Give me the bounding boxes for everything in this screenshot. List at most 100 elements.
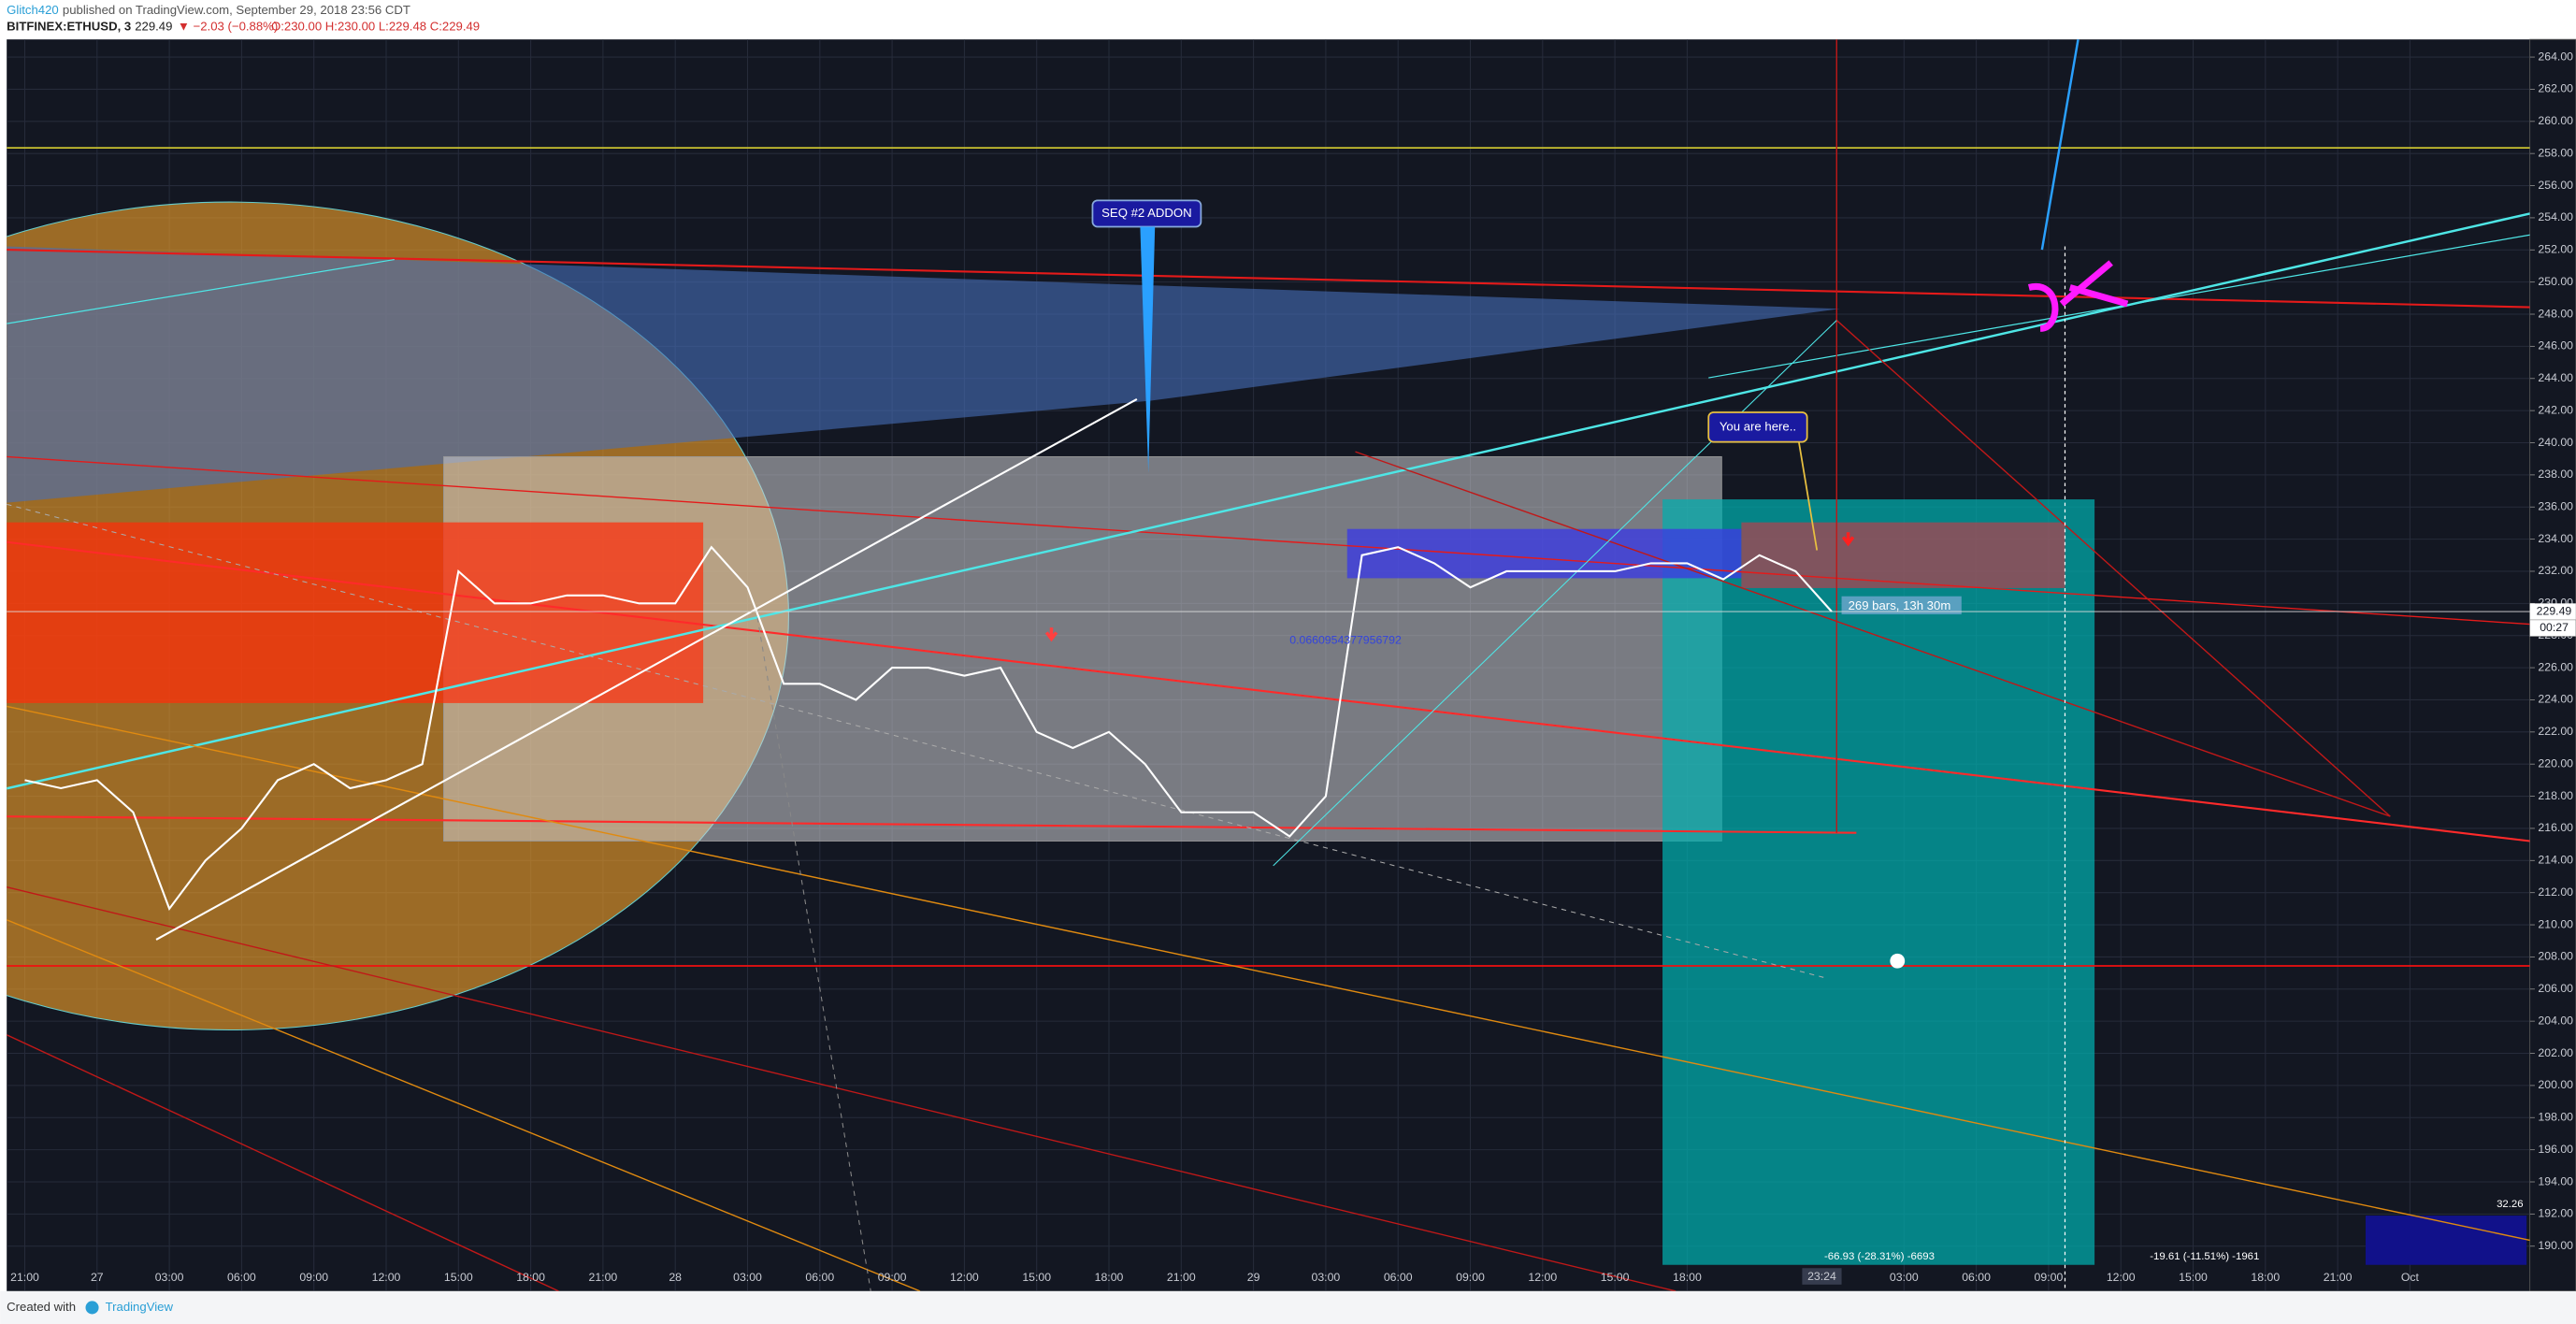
x-tick-label: 28 bbox=[669, 1271, 682, 1284]
price-line bbox=[24, 545, 1833, 912]
footer bbox=[0, 1290, 2576, 1324]
x-tick-label: 18:00 bbox=[1673, 1271, 1702, 1284]
y-tick-label: 216.00 bbox=[2538, 821, 2573, 834]
logo bbox=[85, 1301, 99, 1315]
x-tick-label: 12:00 bbox=[2107, 1271, 2136, 1284]
cyan-line bbox=[1708, 234, 2530, 379]
x-tick-label: 06:00 bbox=[1384, 1271, 1413, 1284]
author[interactable]: Glitch420 bbox=[7, 3, 59, 17]
x-tick-label: 21:00 bbox=[2324, 1271, 2353, 1284]
y-tick-label: 254.00 bbox=[2538, 210, 2573, 223]
orange-line bbox=[7, 705, 2530, 1242]
x-tick-label: 12:00 bbox=[1528, 1271, 1557, 1284]
crosshair-time-box bbox=[1802, 1268, 1842, 1285]
bars-label: 269 bars, 13h 30m bbox=[1849, 598, 1951, 612]
red-line bbox=[7, 886, 1677, 1291]
x-tick-label: 21:00 bbox=[589, 1271, 618, 1284]
callout-text: SEQ #2 ADDON bbox=[1101, 206, 1192, 220]
axes: 190.00 192.00 194.00 196.00 198.00 200.00 202.… bbox=[7, 50, 2576, 1284]
y-tick-label: 238.00 bbox=[2538, 468, 2573, 481]
callout-pointer bbox=[1140, 226, 1156, 473]
blue-ray bbox=[2040, 39, 2080, 251]
y-tick-label: 262.00 bbox=[2538, 82, 2573, 95]
y-tick-label: 192.00 bbox=[2538, 1207, 2573, 1220]
red-zone bbox=[7, 522, 704, 703]
last-price: 229.49 bbox=[135, 19, 172, 33]
volume-box bbox=[2365, 1216, 2527, 1265]
x-tick-label: 09:00 bbox=[299, 1271, 328, 1284]
y-tick-label: 194.00 bbox=[2538, 1174, 2573, 1187]
callout-text: You are here.. bbox=[1720, 419, 1796, 433]
cyan-line bbox=[1273, 320, 1837, 867]
y-tick-label: 264.00 bbox=[2538, 50, 2573, 63]
x-tick-label: 06:00 bbox=[805, 1271, 834, 1284]
y-tick-label: 222.00 bbox=[2538, 725, 2573, 738]
callout-pointer bbox=[1798, 441, 1819, 551]
y-tick-label: 232.00 bbox=[2538, 564, 2573, 577]
change: ▼ −2.03 (−0.88%) bbox=[178, 19, 278, 33]
red-line bbox=[1355, 451, 2391, 817]
y-tick-label: 250.00 bbox=[2538, 275, 2573, 288]
dashed-line bbox=[755, 607, 871, 1291]
x-tick-label: 21:00 bbox=[10, 1271, 39, 1284]
red-line bbox=[1835, 320, 2391, 817]
position-label: -19.61 (-11.51%) -1961 bbox=[2150, 1251, 2259, 1262]
y-tick-label: 208.00 bbox=[2538, 950, 2573, 963]
x-tick-label: 18:00 bbox=[516, 1271, 545, 1284]
fib-label: 0.0660954377956792 bbox=[1289, 633, 1402, 646]
x-tick-label: 03:00 bbox=[1890, 1271, 1919, 1284]
x-tick-label: 15:00 bbox=[2179, 1271, 2208, 1284]
y-tick-label: 246.00 bbox=[2538, 339, 2573, 353]
trend-line bbox=[7, 540, 2530, 842]
red-target bbox=[1741, 522, 2065, 588]
orange-line bbox=[7, 919, 921, 1291]
y-tick-label: 260.00 bbox=[2538, 114, 2573, 127]
y-tick-label: 196.00 bbox=[2538, 1143, 2573, 1156]
y-tick-label: 202.00 bbox=[2538, 1046, 2573, 1059]
x-tick-label: 09:00 bbox=[2035, 1271, 2064, 1284]
published: published on TradingView.com, September … bbox=[63, 3, 410, 17]
cyan-line bbox=[7, 258, 395, 324]
x-tick-label: 12:00 bbox=[950, 1271, 979, 1284]
x-tick-label: 21:00 bbox=[1167, 1271, 1196, 1284]
short-position bbox=[1662, 499, 2095, 1265]
wedge bbox=[7, 246, 1840, 503]
footer-brand[interactable]: TradingView bbox=[106, 1300, 174, 1314]
y-tick-label: 210.00 bbox=[2538, 917, 2573, 930]
trend-line bbox=[7, 455, 2530, 626]
x-tick-label: 27 bbox=[91, 1271, 104, 1284]
question-icon bbox=[1890, 953, 1906, 969]
y-tick-label: 198.00 bbox=[2538, 1111, 2573, 1124]
y-tick-label: 200.00 bbox=[2538, 1078, 2573, 1091]
drawings bbox=[7, 39, 2530, 1291]
volume-label: 32.26 bbox=[2497, 1199, 2524, 1210]
last-price-box bbox=[2529, 603, 2576, 620]
y-tick-label: 224.00 bbox=[2538, 693, 2573, 706]
last-price-label: 229.49 bbox=[2537, 604, 2572, 617]
shuffle-icon bbox=[2027, 260, 2129, 332]
x-tick-label: 03:00 bbox=[1312, 1271, 1341, 1284]
red-line bbox=[7, 1034, 559, 1291]
crosshair-time: 23:24 bbox=[1807, 1270, 1836, 1283]
y-tick-label: 258.00 bbox=[2538, 146, 2573, 159]
ohlc: O:230.00 H:230.00 L:229.48 C:229.49 bbox=[271, 19, 480, 33]
x-tick-label: 09:00 bbox=[878, 1271, 907, 1284]
y-tick-label: 206.00 bbox=[2538, 982, 2573, 995]
position-label: -66.93 (-28.31%) -6693 bbox=[1824, 1251, 1935, 1262]
white-trend bbox=[155, 397, 1138, 941]
x-tick-label: 29 bbox=[1247, 1271, 1260, 1284]
arrow-down bbox=[1841, 532, 1855, 547]
countdown: 00:27 bbox=[2540, 621, 2569, 634]
x-tick-label: 15:00 bbox=[444, 1271, 473, 1284]
y-tick-label: 244.00 bbox=[2538, 371, 2573, 384]
y-tick-label: 240.00 bbox=[2538, 436, 2573, 449]
x-tick-label: 03:00 bbox=[733, 1271, 762, 1284]
x-tick-label: 18:00 bbox=[2251, 1271, 2280, 1284]
cyan-line bbox=[7, 212, 2530, 790]
bars-label-box bbox=[1841, 596, 1962, 615]
x-tick-label: 12:00 bbox=[372, 1271, 401, 1284]
y-tick-label: 190.00 bbox=[2538, 1239, 2573, 1252]
y-tick-label: 242.00 bbox=[2538, 403, 2573, 416]
y-tick-label: 220.00 bbox=[2538, 756, 2573, 770]
